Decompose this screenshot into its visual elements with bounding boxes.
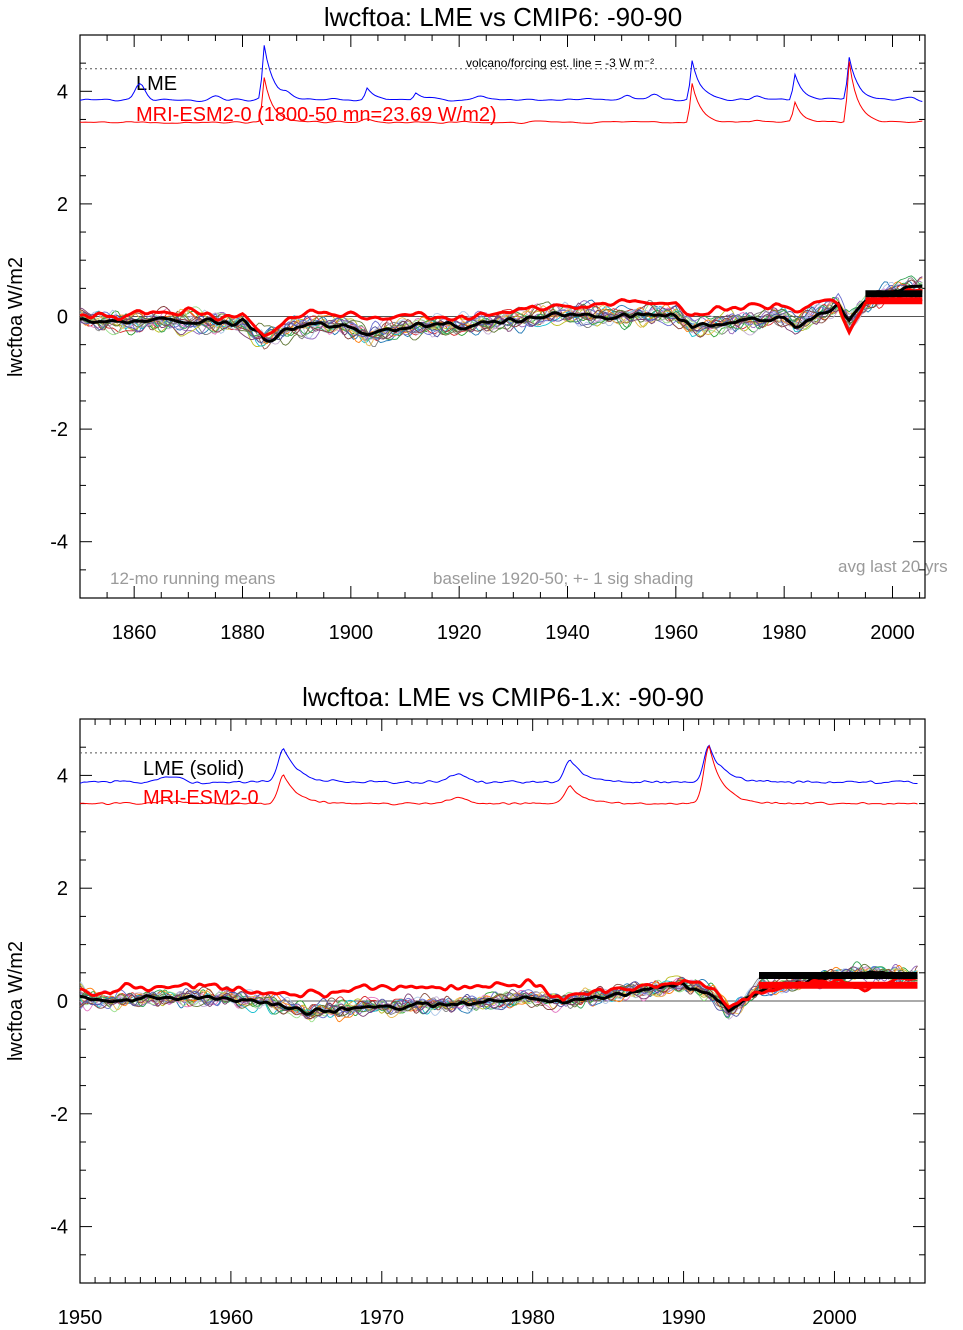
y-tick-label: 0 <box>57 991 68 1013</box>
chart-title: lwcftoa: LME vs CMIP6: -90-90 <box>324 2 682 32</box>
y-tick-label: -4 <box>50 1217 68 1239</box>
x-tick-label: 1960 <box>654 622 699 644</box>
x-tick-label: 1960 <box>209 1307 254 1325</box>
x-tick-label: 1980 <box>762 622 807 644</box>
legend-label-model: MRI-ESM2-0 <box>143 787 259 809</box>
chart-title: lwcftoa: LME vs CMIP6-1.x: -90-90 <box>302 682 704 712</box>
volcano-note: volcano/forcing est. line = -3 W m⁻² <box>466 56 654 70</box>
y-tick-label: -2 <box>50 1104 68 1126</box>
legend-label-model: MRI-ESM2-0 (1800-50 mn=23.69 W/m2) <box>136 104 497 126</box>
lme-volcano-line <box>79 744 918 785</box>
legend-label-lme: LME <box>136 73 177 95</box>
ensemble-mean-line <box>79 284 923 343</box>
y-tick-label: -2 <box>50 419 68 441</box>
lme-volcano-line <box>79 45 923 103</box>
x-tick-label: 1920 <box>437 622 482 644</box>
y-tick-label: 2 <box>57 194 68 216</box>
y-tick-label: 4 <box>57 81 68 103</box>
x-tick-label: 1950 <box>58 1307 103 1325</box>
ensemble-member-line <box>79 276 923 344</box>
x-tick-label: 1900 <box>329 622 374 644</box>
y-axis-label: lwcftoa W/m2 <box>5 257 27 377</box>
model-line <box>79 976 918 1010</box>
running-means-note: 12-mo running means <box>110 569 275 588</box>
model-volcano-line <box>79 61 923 125</box>
y-tick-label: 0 <box>57 307 68 329</box>
x-tick-label: 1880 <box>220 622 265 644</box>
ensemble-member-line <box>79 287 923 346</box>
x-tick-label: 1860 <box>112 622 157 644</box>
avg-last-note: avg last 20 yrs <box>838 557 948 576</box>
y-tick-label: -4 <box>50 532 68 554</box>
baseline-note: baseline 1920-50; +- 1 sig shading <box>433 569 693 588</box>
x-tick-label: 1940 <box>545 622 590 644</box>
x-tick-label: 2000 <box>812 1307 857 1325</box>
ensemble-member-line <box>79 276 923 340</box>
model-volcano-line <box>79 744 918 806</box>
x-tick-label: 1970 <box>360 1307 405 1325</box>
x-tick-label: 1990 <box>661 1307 706 1325</box>
legend-label-lme: LME (solid) <box>143 758 244 780</box>
y-tick-label: 4 <box>57 765 68 787</box>
y-tick-label: 2 <box>57 878 68 900</box>
ensemble-member-line <box>79 279 923 340</box>
ensemble-member-line <box>79 275 923 340</box>
model-line <box>79 287 923 338</box>
x-tick-label: 2000 <box>870 622 915 644</box>
x-tick-label: 1980 <box>510 1307 555 1325</box>
y-axis-label: lwcftoa W/m2 <box>5 941 27 1061</box>
ensemble-member-line <box>79 283 923 345</box>
